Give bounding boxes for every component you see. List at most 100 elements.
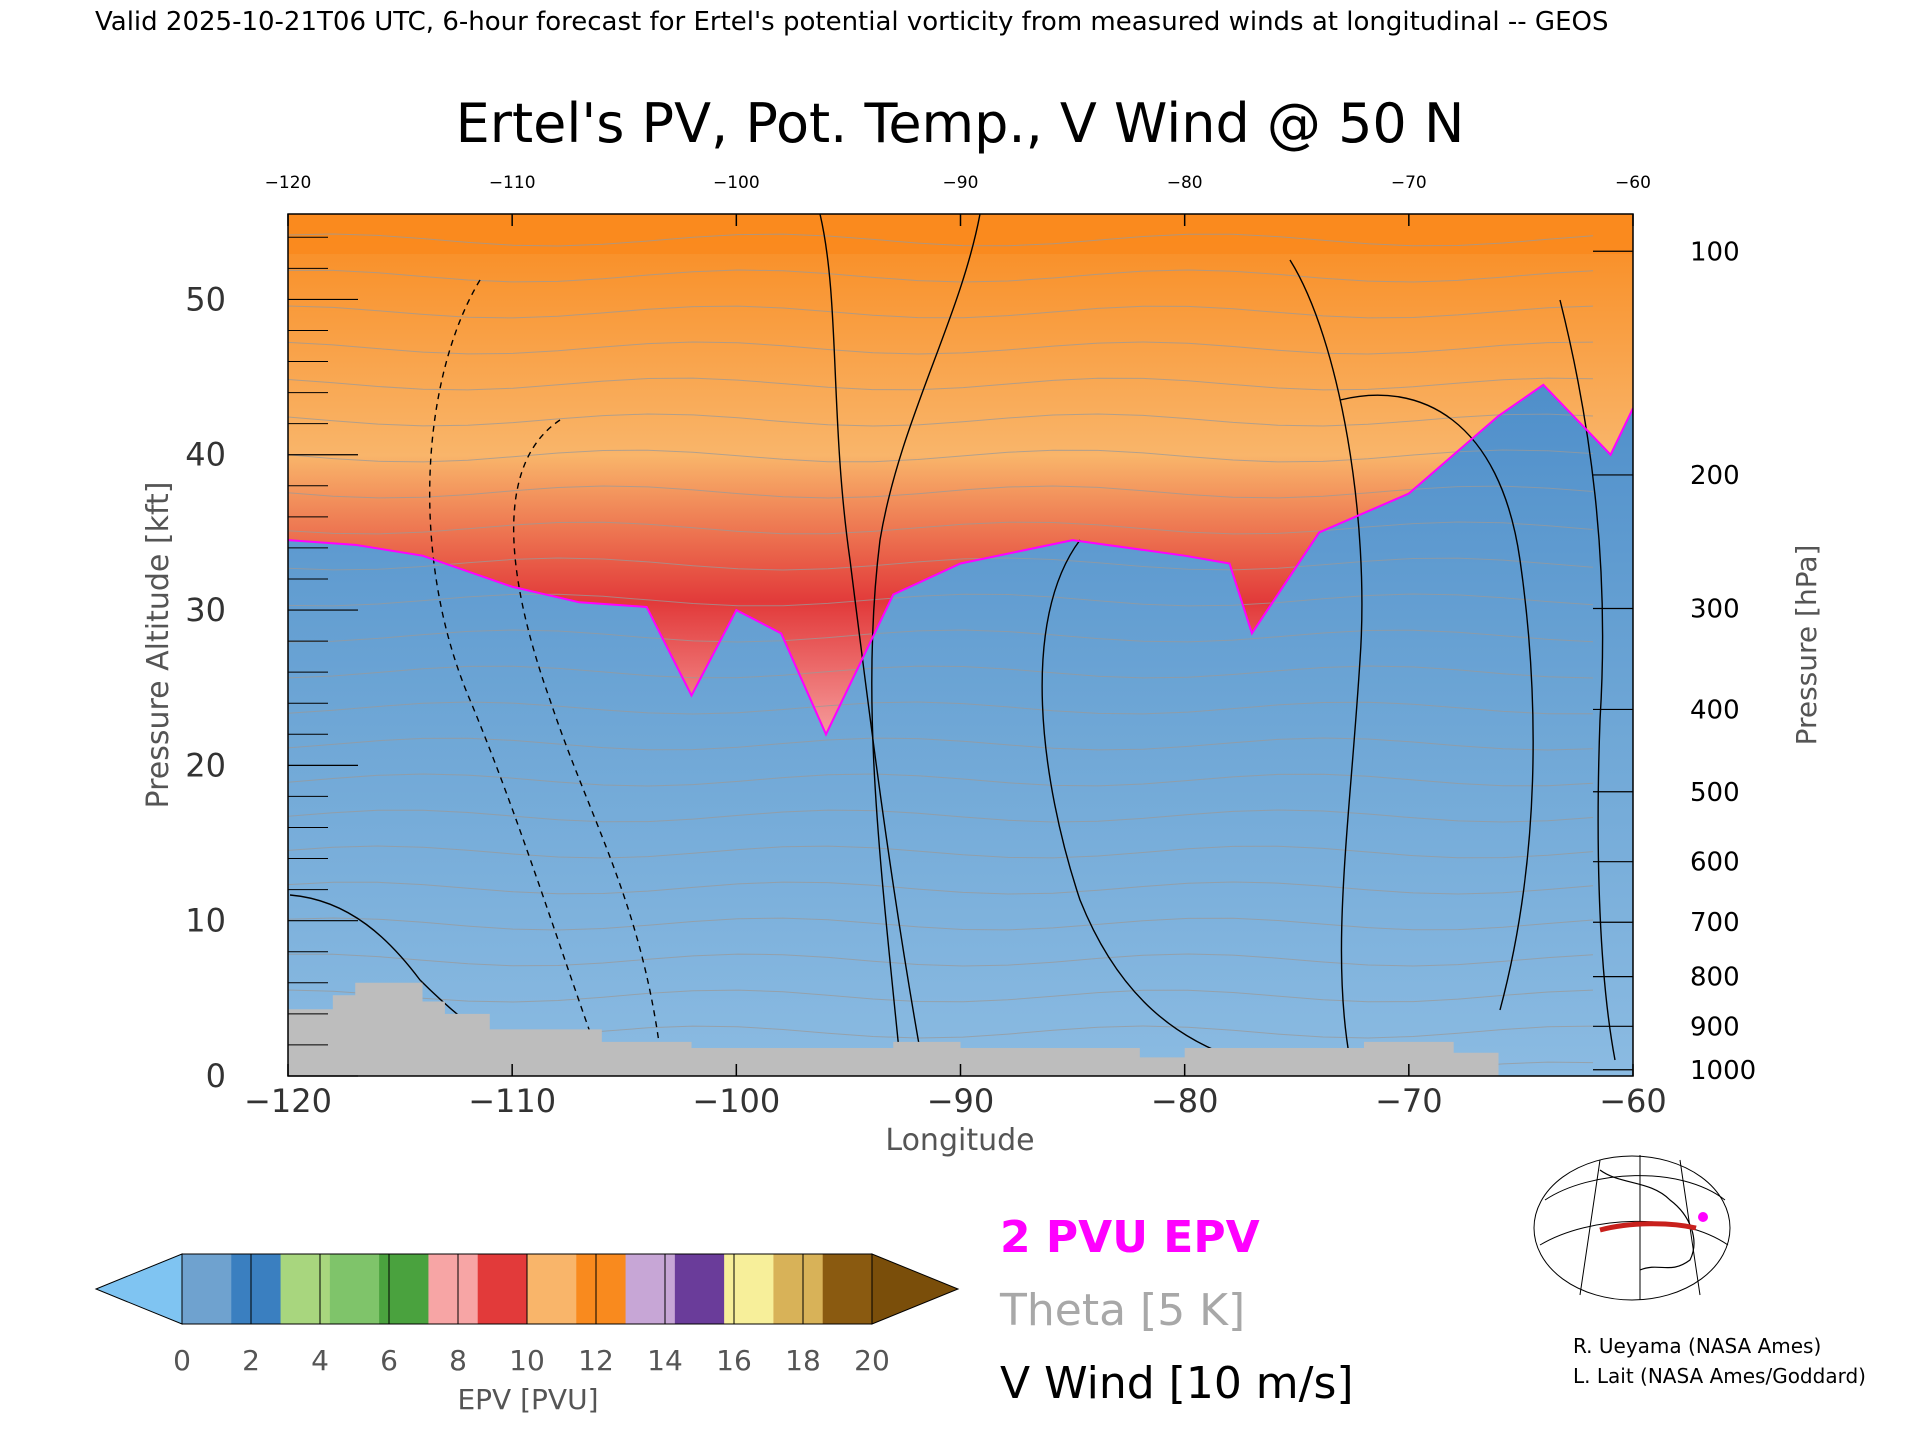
colorbar-swatch: [773, 1254, 824, 1324]
colorbar-below-arrow: [94, 1253, 183, 1325]
pressure-tick-label: 200: [1690, 461, 1740, 491]
pressure-tick-label: 600: [1690, 848, 1740, 878]
theta-contour: [288, 269, 1594, 283]
y-tick-label: 0: [206, 1057, 226, 1095]
y-tick-label: 30: [185, 591, 226, 629]
colorbar-above-arrow: [871, 1253, 960, 1325]
colorbar-swatch: [379, 1254, 429, 1324]
x-tick-label: −120: [244, 1082, 332, 1120]
colorbar-swatch: [428, 1254, 479, 1324]
theta-contour: [288, 233, 1594, 247]
pressure-tick-label: 300: [1690, 595, 1740, 625]
y-tick-label: 10: [185, 902, 226, 940]
theta-contour: [288, 593, 1594, 607]
y-axis-label: Pressure Altitude [kft]: [141, 482, 176, 809]
colorbar-label: EPV [PVU]: [457, 1383, 598, 1416]
pressure-tick-label: 100: [1690, 237, 1740, 267]
colorbar-swatch: [280, 1254, 331, 1324]
colorbar-tick-label: 2: [242, 1344, 260, 1377]
colorbar-tick-label: 6: [380, 1344, 398, 1377]
legend-v-wind: V Wind [10 m/s]: [1000, 1358, 1354, 1409]
locator-map: [1533, 1155, 1731, 1301]
theta-contour: [288, 665, 1594, 679]
plot-area: [288, 214, 1633, 1076]
x-top-tick-label: −100: [713, 173, 760, 193]
credit-line-1: R. Ueyama (NASA Ames): [1573, 1334, 1821, 1358]
theta-contour: [288, 845, 1594, 859]
pressure-tick-label: 1000: [1690, 1056, 1756, 1086]
theta-contour: [288, 521, 1594, 535]
x-top-tick-label: −70: [1391, 173, 1427, 193]
x-top-tick-label: −120: [265, 173, 312, 193]
legend-theta: Theta [5 K]: [999, 1285, 1245, 1336]
colorbar-tick-label: 20: [854, 1344, 890, 1377]
theta-contour: [288, 809, 1594, 823]
theta-contour: [288, 557, 1594, 571]
pressure-tick-label: 500: [1690, 778, 1740, 808]
theta-contour: [288, 629, 1594, 643]
colorbar: 0 2 4 6 8 10 12 14 16 18 20: [94, 1253, 960, 1377]
pressure-tick-label: 700: [1690, 908, 1740, 938]
x-tick-label: −100: [692, 1082, 780, 1120]
pressure-tick-label: 400: [1690, 695, 1740, 725]
x-top-tick-label: −60: [1615, 173, 1651, 193]
colorbar-swatch: [231, 1254, 282, 1324]
colorbar-tick-label: 8: [449, 1344, 467, 1377]
2-pvu-epv-contour: [288, 383, 1633, 737]
colorbar-tick-label: 18: [785, 1344, 821, 1377]
x-top-tick-label: −90: [943, 173, 979, 193]
x-axis-label: Longitude: [885, 1123, 1034, 1158]
v-wind-contour: [1559, 299, 1616, 1061]
colorbar-swatch: [329, 1254, 380, 1324]
theta-contour: [288, 737, 1594, 751]
theta-contour: [288, 485, 1594, 499]
theta-contour: [288, 701, 1593, 715]
y-tick-label: 20: [185, 746, 226, 784]
v-wind-contour: [871, 214, 981, 1061]
chart-title: Ertel's PV, Pot. Temp., V Wind @ 50 N: [456, 92, 1465, 155]
v-wind-contour: [1339, 394, 1534, 1011]
v-wind-contour: [819, 214, 921, 1051]
colorbar-tick-label: 14: [647, 1344, 683, 1377]
troposphere-field: [288, 384, 1633, 1076]
y-tick-label: 50: [185, 280, 226, 318]
colorbar-swatch: [527, 1254, 577, 1324]
x-tick-label: −90: [927, 1082, 995, 1120]
x-axis-top: −120 −110 −100 −90 −80 −70 −60: [265, 173, 1651, 226]
x-tick-label: −70: [1375, 1082, 1443, 1120]
theta-contour: [288, 305, 1594, 319]
theta-contour: [288, 773, 1594, 787]
colorbar-tick-label: 4: [311, 1344, 329, 1377]
pressure-tick-label: 900: [1690, 1012, 1740, 1042]
colorbar-swatch: [576, 1254, 627, 1324]
credit-line-2: L. Lait (NASA Ames/Goddard): [1573, 1364, 1866, 1388]
y-axis: 0 10 20 30 40 50: [185, 236, 358, 1095]
colorbar-swatch: [477, 1254, 528, 1324]
colorbar-swatch: [182, 1254, 232, 1324]
colorbar-swatch: [724, 1254, 774, 1324]
colorbar-swatch: [625, 1254, 676, 1324]
colorbar-frame: [181, 1253, 873, 1325]
colorbar-tick-label: 0: [173, 1344, 191, 1377]
header-text: Valid 2025-10-21T06 UTC, 6-hour forecast…: [95, 7, 1608, 37]
colorbar-tick-label: 10: [509, 1344, 545, 1377]
colorbar-tick-label: 16: [716, 1344, 752, 1377]
v-wind-contour: [1041, 539, 1241, 1061]
pressure-axis: 100 200 300 400 500 600 700 800 900 1000: [1593, 237, 1756, 1086]
theta-contour: [288, 377, 1594, 391]
theta-contour: [288, 881, 1594, 895]
v-wind-contour: [428, 279, 601, 1061]
theta-contour: [288, 413, 1594, 427]
legend-epv: 2 PVU EPV: [1000, 1212, 1260, 1263]
v-wind-contour: [1289, 259, 1363, 1061]
x-tick-label: −60: [1599, 1082, 1667, 1120]
x-tick-label: −110: [468, 1082, 556, 1120]
pressure-axis-label: Pressure [hPa]: [1790, 545, 1823, 746]
x-axis: −120 −110 −100 −90 −80 −70 −60: [244, 1064, 1667, 1120]
colorbar-swatch: [674, 1254, 725, 1324]
theta-contour: [288, 989, 1594, 1003]
theta-contour: [288, 917, 1594, 931]
v-wind-contour: [513, 419, 661, 1051]
theta-contour: [288, 449, 1594, 463]
